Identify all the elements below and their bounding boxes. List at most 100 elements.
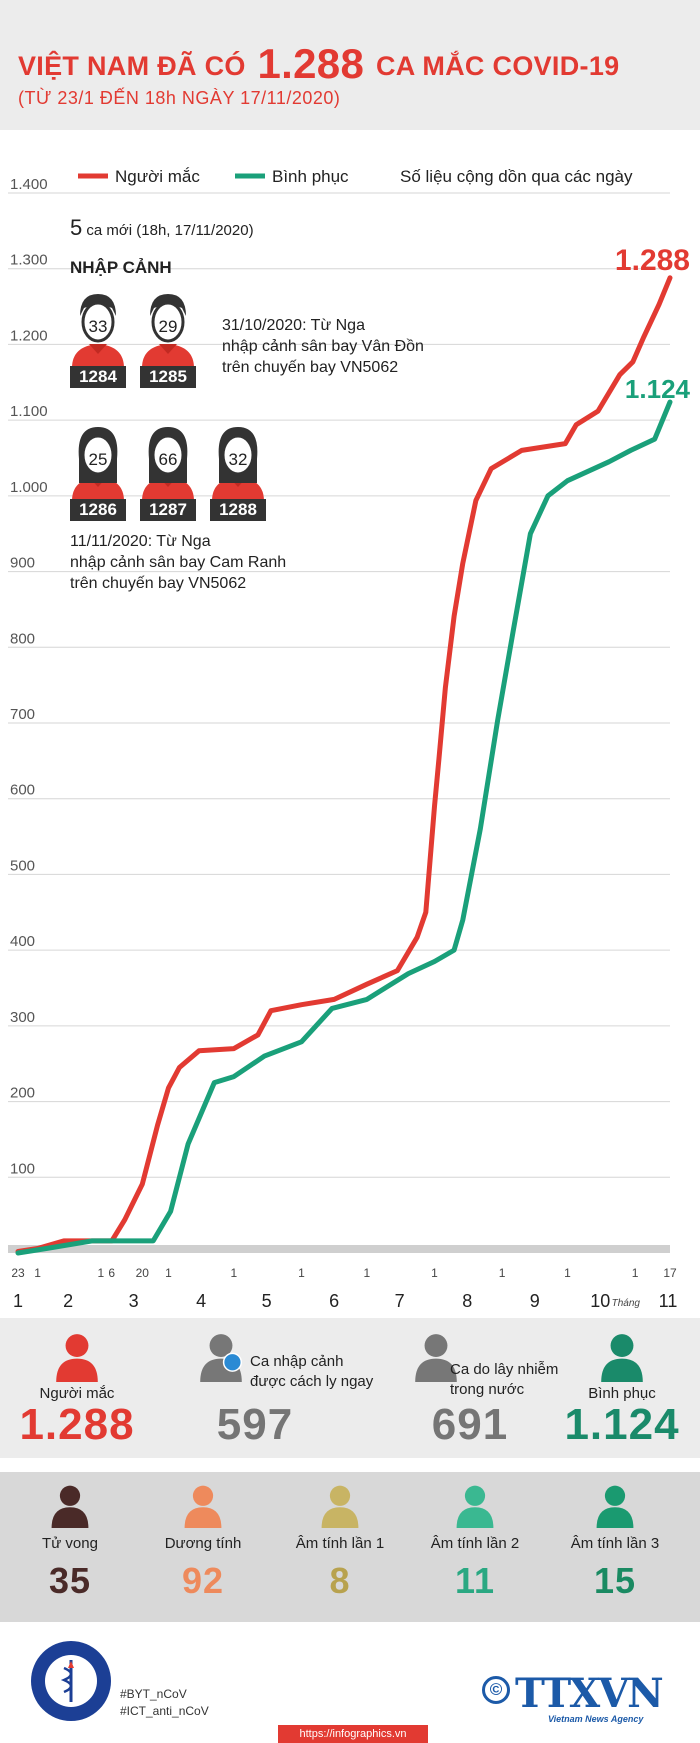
stat-label: Bình phục [588,1385,656,1402]
status-label: Âm tính lần 2 [430,1535,520,1552]
y-tick-label: 1.300 [10,252,48,269]
patient-id: 1288 [210,499,266,521]
title-prefix: VIỆT NAM ĐÃ CÓ [18,51,246,81]
status-value: 11 [454,1560,496,1601]
person-icon [180,1482,226,1533]
group2-caption-line3: trên chuyến bay VN5062 [70,575,247,592]
y-tick-label: 900 [10,555,35,572]
person-globe-icon [195,1330,247,1387]
x-day-tick-label: 20 [136,1266,150,1280]
x-month-tick-label: 7 [395,1291,405,1311]
patient-card: 33 1284 [70,290,126,390]
person-icon [596,1485,634,1528]
patient-status-stats: Tử vong 35 Dương tính 92 Âm tính lần 1 8 Âm tí… [0,1472,700,1622]
y-tick-label: 1.000 [10,479,48,496]
person-icon [596,1330,648,1387]
y-tick-label: 300 [10,1009,35,1026]
x-day-tick-label: 1 [98,1266,105,1280]
legend-recovered-label: Bình phục [272,167,349,186]
person-icon [184,1485,222,1528]
stat-label: Ca nhập cảnh được cách ly ngay [250,1353,374,1390]
x-month-tick-label: 5 [262,1291,272,1311]
group1-caption-line1: 31/10/2020: Từ Nga [222,317,365,334]
patient-id: 1284 [70,366,126,388]
x-day-tick-label: 1 [564,1266,571,1280]
ttxvn-logo: TTXVN [515,1670,664,1717]
new-cases-text: ca mới (18h, 17/11/2020) [86,222,254,239]
x-day-tick-label: 1 [34,1266,41,1280]
y-tick-label: 200 [10,1085,35,1102]
x-day-tick-label: 1 [499,1266,506,1280]
patient-age: 25 [88,450,108,469]
status-stat: Tử vong 35 [5,1534,135,1602]
x-month-tick-label: 4 [196,1291,206,1311]
person-icon [592,1482,638,1533]
patient-id: 1285 [140,366,196,388]
entry-label: NHẬP CẢNH [70,258,172,277]
x-month-tick-label: 6 [329,1291,339,1311]
stat-label: Ca do lây nhiễm trong nước [450,1361,559,1398]
status-stat: Dương tính 92 [138,1534,268,1602]
chart-lines [15,275,673,1256]
group1-caption-line3: trên chuyến bay VN5062 [222,359,399,376]
group1-caption-line2: nhập cảnh sân bay Vân Đồn [222,338,424,355]
stat-value: 1.124 [564,1400,680,1449]
x-day-tick-label: 1 [165,1266,172,1280]
copyright-icon: © [482,1676,510,1704]
status-value: 8 [329,1560,351,1601]
hashtag-ict: #ICT_anti_nCoV [120,1704,209,1718]
person-icon [452,1482,498,1533]
status-label: Âm tính lần 1 [295,1535,385,1552]
stat-value: 1.288 [19,1400,135,1449]
y-tick-label: 1.100 [10,403,48,420]
infected-end-label: 1.288 [615,244,690,277]
x-axis-band [8,1245,670,1253]
title-suffix: CA MẮC COVID-19 [375,51,620,81]
ministry-of-health-seal [31,1641,111,1721]
y-tick-label: 1.400 [10,176,48,193]
y-axis: 1.400 1.300 1.200 1.100 1.000 900 800 700 600 500… [10,176,48,1177]
status-value: 92 [181,1560,225,1601]
status-stat: Âm tính lần 2 11 [410,1534,540,1602]
recovered-series-line [15,399,673,1256]
stat-value: 691 [431,1400,509,1449]
y-tick-label: 800 [10,630,35,647]
page-title: VIỆT NAM ĐÃ CÓ 1.288 CA MẮC COVID-19 [18,40,619,88]
patient-age: 66 [158,450,178,469]
x-day-tick-label: 1 [298,1266,305,1280]
person-icon [51,1485,89,1528]
infected-series-line [15,275,673,1254]
x-day-tick-label: 17 [663,1266,677,1280]
x-month-tick-label: 2 [63,1291,73,1311]
status-value: 15 [593,1560,637,1601]
x-month-tick-label: 11 [659,1291,678,1311]
group2-caption-line2: nhập cảnh sân bay Cam Ranh [70,554,287,571]
patient-age: 29 [158,317,178,336]
person-icon [415,1334,457,1382]
y-tick-label: 400 [10,933,35,950]
y-tick-label: 700 [10,706,35,723]
stat-label: Người mắc [39,1385,115,1402]
x-day-tick-label: 1 [431,1266,438,1280]
person-icon [321,1485,359,1528]
x-month-tick-label: 3 [129,1291,139,1311]
hashtag-byt: #BYT_nCoV [120,1687,187,1701]
patient-card: 29 1285 [140,290,196,390]
group2-caption: 11/11/2020: Từ Nga nhập cảnh sân bay Cam… [70,531,286,594]
x-month-tick-label: 9 [530,1291,540,1311]
patient-id: 1287 [140,499,196,521]
status-label: Tử vong [42,1535,98,1552]
patient-age: 32 [228,450,248,469]
x-month-tick-label: 1 [13,1291,23,1311]
source-url[interactable]: https://infographics.vn [278,1725,428,1743]
status-stat: Âm tính lần 1 8 [275,1534,405,1602]
group2-caption-line1: 11/11/2020: Từ Nga [70,533,211,550]
legend-note: Số liệu cộng dồn qua các ngày [400,167,633,186]
ttxvn-logo-subtitle: Vietnam News Agency [548,1714,644,1724]
x-month-tick-label: 10 [590,1291,610,1311]
y-tick-label: 100 [10,1160,35,1177]
status-value: 35 [48,1560,92,1601]
page-subtitle: (TỪ 23/1 ĐẾN 18h NGÀY 17/11/2020) [18,88,341,108]
patient-id: 1286 [70,499,126,521]
